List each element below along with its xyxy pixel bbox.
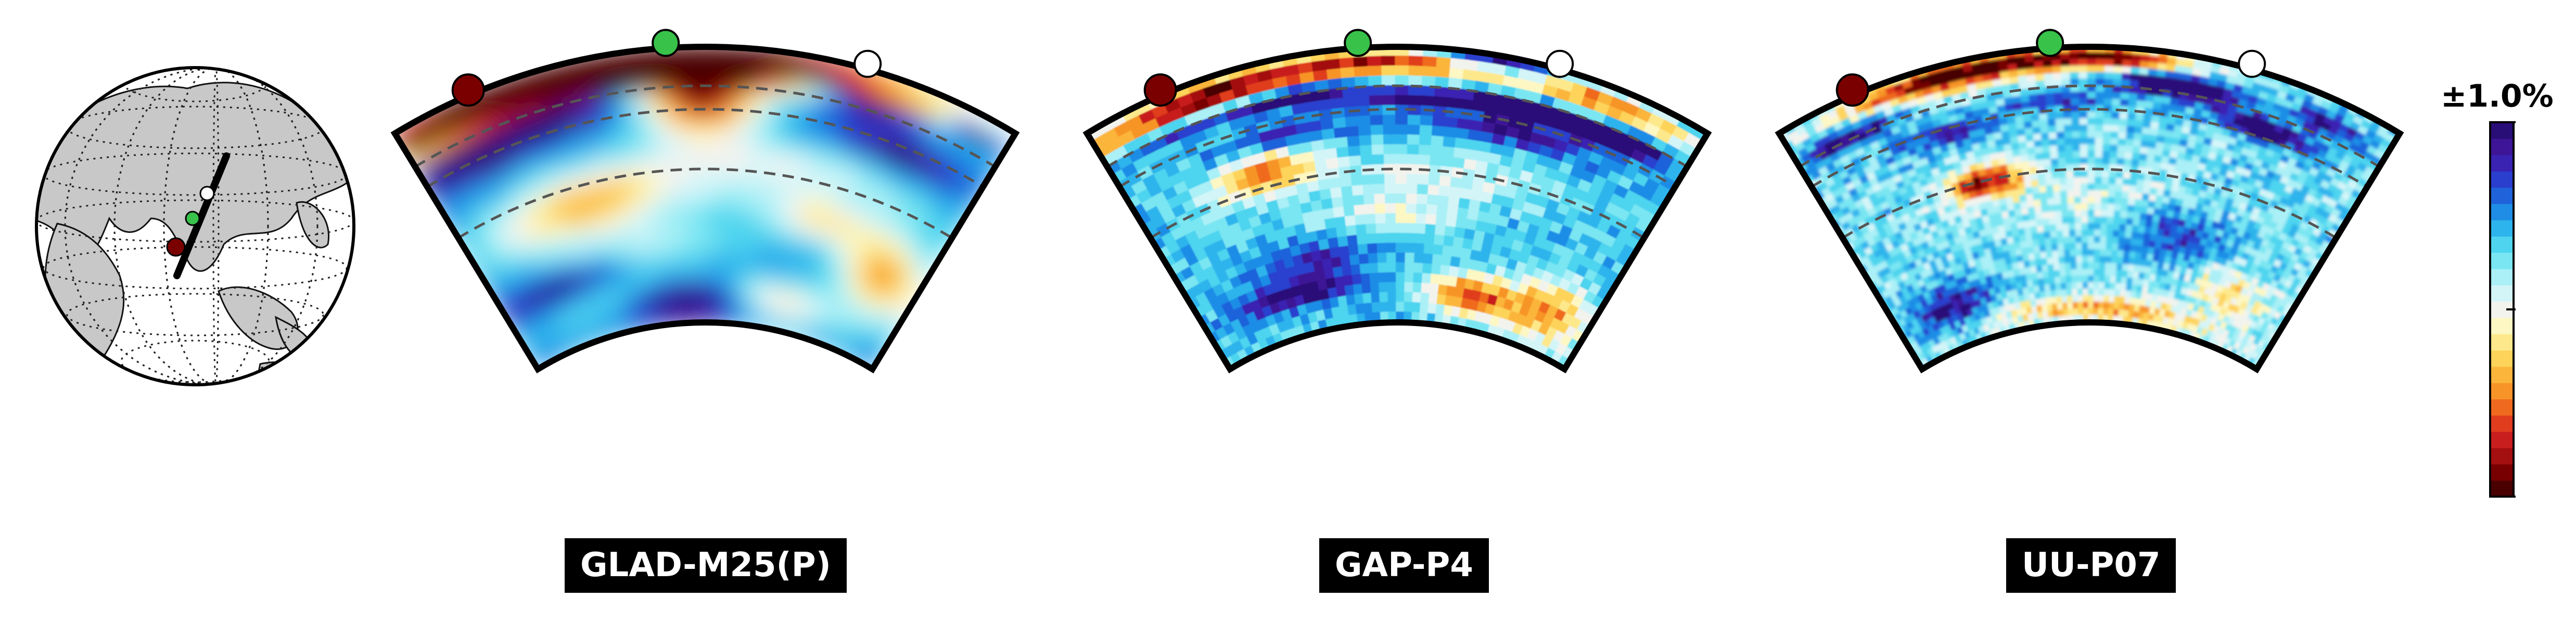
panel-outline (390, 44, 1020, 374)
station-marker-white (2238, 49, 2266, 78)
station-marker-red (1143, 73, 1177, 107)
globe-station-white (199, 186, 215, 201)
colorbar-segment (2490, 431, 2514, 448)
colorbar-segment (2490, 203, 2514, 220)
panel-label-gap-p4: GAP-P4 (1319, 538, 1489, 593)
colorbar-segment (2490, 382, 2514, 399)
colorbar-segment (2490, 464, 2514, 481)
depth-contour-1 (414, 84, 996, 168)
depth-contour-3 (1842, 167, 2337, 239)
cross-section-panel-2 (1082, 29, 1712, 374)
landmass-4 (296, 201, 329, 249)
depth-contour-1 (1106, 84, 1688, 168)
colorbar-segment (2490, 252, 2514, 269)
colorbar-scale-label: ±1.0% (2441, 78, 2554, 114)
colorbar-segment (2490, 350, 2514, 367)
colorbar-segment (2490, 415, 2514, 432)
landmass-5 (249, 361, 354, 385)
station-marker-green (1344, 29, 1372, 57)
colorbar-segment (2490, 317, 2514, 334)
globe-inset (35, 66, 355, 386)
station-marker-green (2036, 29, 2064, 57)
station-marker-green (652, 29, 680, 57)
globe-station-red (166, 237, 186, 257)
colorbar-segment (2490, 480, 2514, 497)
colorbar-segment (2490, 268, 2514, 285)
colorbar-segment (2490, 219, 2514, 237)
colorbar-segment (2490, 138, 2514, 155)
cross-section-panel-1 (390, 29, 1020, 374)
depth-contour-3 (457, 167, 953, 239)
profile-line (173, 152, 230, 279)
colorbar (2489, 121, 2516, 498)
colorbar-segment (2490, 154, 2514, 172)
panel-label-uu-p07: UU-P07 (2006, 538, 2176, 593)
depth-contour-1 (1799, 84, 2380, 168)
colorbar-segment (2490, 236, 2514, 253)
globe-station-green (185, 211, 200, 226)
landmass-0 (36, 82, 354, 272)
colorbar-segment (2490, 187, 2514, 204)
colorbar-segment (2490, 285, 2514, 302)
colorbar-segment (2490, 366, 2514, 383)
colorbar-segment (2490, 333, 2514, 351)
colorbar-segment (2490, 171, 2514, 188)
colorbar-segment (2490, 448, 2514, 465)
depth-contour-2 (426, 108, 984, 188)
station-marker-white (1546, 49, 1574, 78)
panel-label-glad-m25: GLAD-M25(P) (565, 538, 847, 593)
colorbar-segment (2490, 122, 2514, 139)
depth-contour-2 (1118, 108, 1676, 188)
colorbar-segment (2490, 399, 2514, 416)
station-marker-red (451, 73, 485, 107)
station-marker-white (853, 49, 882, 78)
station-marker-red (1835, 73, 1869, 107)
panel-outline (1775, 44, 2404, 374)
depth-contour-2 (1810, 108, 2368, 188)
depth-contour-3 (1150, 167, 1645, 239)
cross-section-panel-3 (1775, 29, 2404, 374)
panel-outline (1082, 44, 1712, 374)
